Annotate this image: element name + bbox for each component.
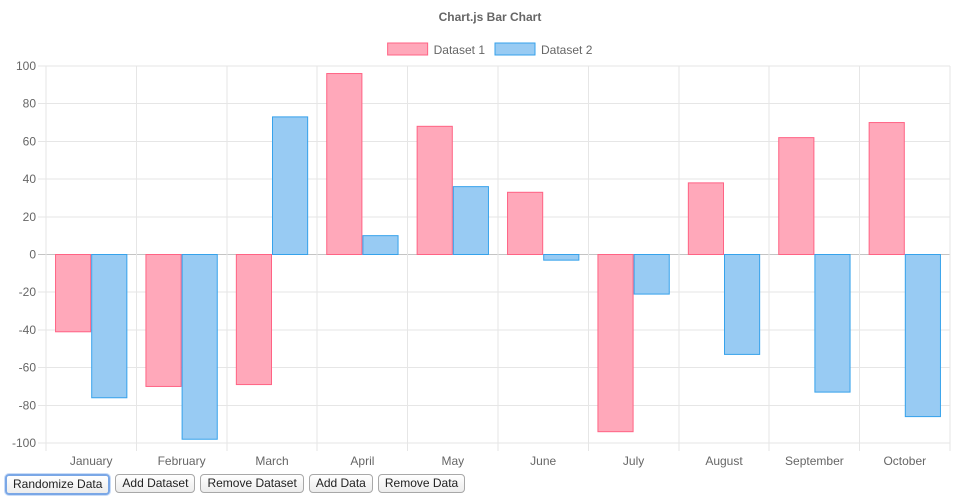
bar-1-july [597,254,634,433]
x-tick-label: January [70,454,113,468]
x-tick-label: March [255,454,288,468]
bar-2-march [272,116,309,255]
legend-label-2: Dataset 2 [541,43,593,57]
x-tick-label: August [705,454,743,468]
add-dataset-button[interactable]: Add Dataset [115,474,196,493]
y-tick-label: -20 [19,285,37,299]
bar-1-may [416,125,453,255]
bar-1-january [55,254,92,333]
controls-bar: Randomize Data Add Dataset Remove Datase… [5,474,466,495]
y-tick-label: 100 [16,59,36,73]
bar-2-february [181,254,218,440]
y-tick-label: -100 [12,436,36,450]
randomize-data-button[interactable]: Randomize Data [5,474,111,495]
bar-2-may [452,186,489,255]
y-tick-label: -80 [19,398,37,412]
legend-swatch-1 [387,42,429,56]
x-tick-label: February [158,454,206,468]
y-tick-label: -40 [19,323,37,337]
bar-2-june [543,254,580,261]
x-tick-label: October [883,454,926,468]
x-tick-label: May [441,454,464,468]
remove-data-button[interactable]: Remove Data [377,474,466,493]
legend[interactable]: Dataset 1 Dataset 2 [387,42,593,57]
bar-1-september [778,137,815,256]
x-axis: January February March April May June July Augu… [70,454,926,468]
bars [55,73,941,440]
chart-title: Chart.js Bar Chart [439,10,542,24]
x-tick-label: June [530,454,556,468]
x-tick-label: April [350,454,374,468]
bar-1-february [145,254,182,387]
add-data-button[interactable]: Add Data [308,474,373,493]
y-tick-label: 20 [23,210,37,224]
bar-2-october [904,254,941,418]
bar-chart: Chart.js Bar Chart Dataset 1 Dataset 2 10… [12,10,951,468]
y-tick-label: 0 [29,248,36,262]
bar-1-june [507,191,544,255]
y-axis: 100 80 60 40 20 0 -20 -40 -60 -80 -100 [12,59,36,450]
bar-2-august [724,254,761,355]
remove-dataset-button[interactable]: Remove Dataset [200,474,304,493]
bar-1-august [687,182,725,255]
y-tick-label: 80 [23,97,37,111]
bar-2-april [362,235,399,255]
y-tick-label: -60 [19,361,37,375]
bar-1-october [868,122,905,255]
x-tick-label: July [623,454,644,468]
bar-2-january [91,254,128,399]
y-tick-label: 60 [23,134,37,148]
y-tick-label: 40 [23,172,37,186]
bar-2-september [814,254,851,393]
bar-1-march [235,254,272,386]
bar-1-april [326,73,363,256]
legend-label-1: Dataset 1 [434,43,486,57]
bar-2-july [633,254,670,295]
legend-swatch-2 [494,42,536,56]
x-tick-label: September [785,454,844,468]
